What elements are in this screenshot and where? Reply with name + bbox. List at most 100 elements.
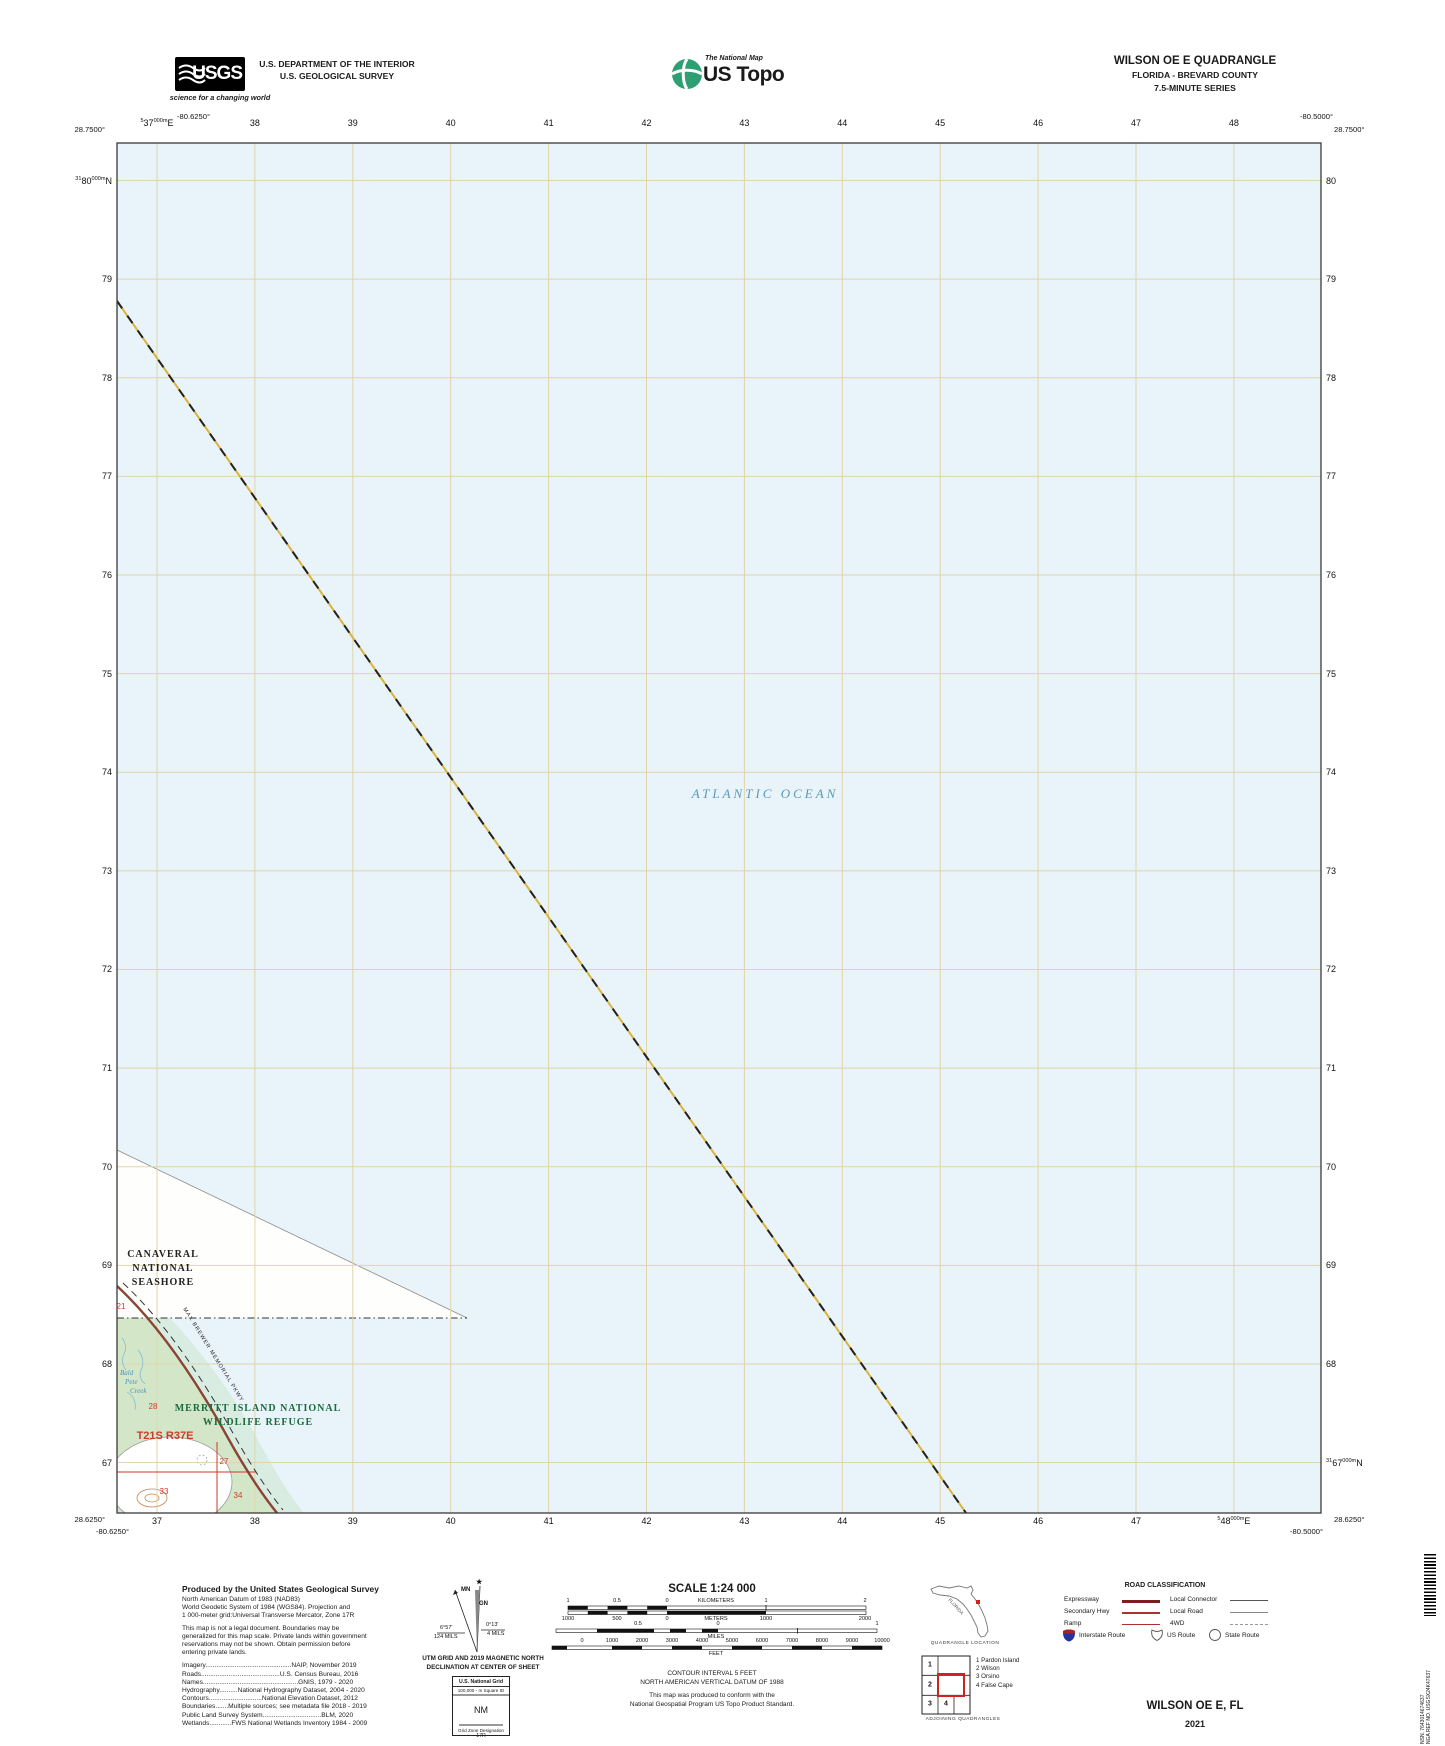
- scale-feet-label: 4000: [695, 1638, 709, 1644]
- scale-meter-label: 1000: [759, 1616, 773, 1622]
- legal-line: This map is not a legal document. Bounda…: [182, 1624, 340, 1632]
- produced-heading: Produced by the United States Geological…: [182, 1584, 379, 1594]
- grid-label-top: 43: [739, 118, 750, 128]
- grid-label-left: 73: [101, 865, 112, 876]
- legal-line: reservations may not be shown. Obtain pe…: [182, 1641, 351, 1649]
- scale-km-label: 1: [764, 1598, 768, 1604]
- department-heading: U.S. DEPARTMENT OF THE INTERIOR U.S. GEO…: [227, 58, 447, 82]
- sheet-year: 2021: [1184, 1719, 1206, 1729]
- corner-coord-ne-lon: -80.5000°: [1300, 112, 1334, 121]
- refuge-label-1: MERRITT ISLAND NATIONAL: [174, 1403, 342, 1414]
- usgs-waves-icon: [178, 64, 206, 84]
- grid-label-right: 78: [1326, 372, 1337, 383]
- usng-square-label: 100,000 - m Square ID: [453, 1687, 509, 1696]
- corner-coord-nw-lat: 28.7500°: [74, 125, 106, 134]
- scale-meter-label: 1000: [561, 1616, 575, 1622]
- grid-label-left: 76: [101, 569, 112, 580]
- grid-label-bottom: 38: [249, 1516, 260, 1526]
- grid-label-left: 78: [101, 372, 112, 383]
- scale-meter-label: 0: [665, 1616, 669, 1622]
- sheet-name: WILSON OE E, FL: [1146, 1700, 1244, 1712]
- scale-bars: 1 0.5 0 KILOMETERS 1 2 1000 500 0 METERS 1000 2000 0…: [550, 1598, 895, 1668]
- scale-meter-label: METERS: [704, 1616, 728, 1622]
- datum-text: North American Datum of 1983 (NAD83) Worl…: [182, 1596, 416, 1621]
- grid-label-right: 68: [1326, 1358, 1337, 1369]
- corner-coord-se-lon: -80.5000°: [1290, 1527, 1324, 1536]
- credit-line: Hydrography..........National Hydrograph…: [182, 1687, 365, 1695]
- adjoining-cell-number: 4: [944, 1700, 948, 1708]
- datum-line: World Geodetic System of 1984 (WGS84). P…: [182, 1604, 351, 1612]
- contour-note: CONTOUR INTERVAL 5 FEET NORTH AMERICAN V…: [640, 1670, 784, 1686]
- grid-label-bottom: 47: [1130, 1516, 1141, 1526]
- roadclass-label: Local Connector: [1170, 1596, 1218, 1603]
- grid-label-left: 68: [101, 1358, 112, 1369]
- usng-divider: [458, 1724, 504, 1726]
- state-route-label: State Route: [1225, 1632, 1260, 1639]
- grid-label-left: 3180000mN: [75, 175, 112, 186]
- adjoining-cell-number: 3: [928, 1700, 932, 1708]
- creek-line: [121, 1337, 127, 1371]
- grid-label-top: 39: [347, 118, 358, 128]
- legal-line: entering private lands.: [182, 1649, 247, 1657]
- corner-coord-sw-lon: -80.6250°: [96, 1527, 130, 1536]
- credit-line: Names...................................…: [182, 1678, 354, 1686]
- roadclass-line-sample: [1230, 1612, 1268, 1613]
- scale-miles-word: MILES: [707, 1634, 725, 1640]
- credit-line: Roads...................................…: [182, 1670, 359, 1678]
- national-map-icon: [671, 58, 703, 90]
- grid-label-left: 77: [101, 471, 112, 482]
- usng-zone-label: Grid Zone Designation: [458, 1728, 504, 1733]
- section-number: 21: [116, 1302, 126, 1311]
- national-map-label: The National Map: [705, 55, 763, 62]
- quad-subtitle: FLORIDA - BREVARD COUNTY: [1131, 70, 1259, 80]
- usng-box: U.S. National Grid 100,000 - m Square ID…: [452, 1676, 510, 1739]
- datum-line: North American Datum of 1983 (NAD83): [182, 1596, 301, 1603]
- scale-mile-label: 0.5: [634, 1621, 642, 1627]
- grid-label-right: 77: [1326, 471, 1337, 482]
- state-route-circle-icon: [1209, 1629, 1221, 1641]
- boundary-diagonal-line: [117, 300, 967, 1513]
- grid-label-right: 69: [1326, 1260, 1337, 1271]
- department-line1: U.S. DEPARTMENT OF THE INTERIOR: [259, 59, 415, 69]
- quad-title: WILSON OE E QUADRANGLE: [1113, 55, 1277, 67]
- scale-mile-label: 1: [875, 1621, 879, 1627]
- grid-label-top: 40: [445, 118, 456, 128]
- scale-feet-label: 9000: [845, 1638, 859, 1644]
- roadclass-label: Secondary Hwy: [1064, 1608, 1110, 1615]
- section-number: 27: [219, 1457, 229, 1466]
- grid-label-right: 74: [1326, 767, 1337, 778]
- grid-label-right: 3167000mN: [1326, 1457, 1363, 1468]
- ocean-label: ATLANTIC OCEAN: [691, 786, 839, 801]
- scale-feet-word: FEET: [708, 1651, 724, 1657]
- grid-label-bottom: 46: [1033, 1516, 1044, 1526]
- creek-line: [126, 1391, 136, 1411]
- grid-label-top: 47: [1130, 118, 1141, 128]
- grid-label-right: 71: [1326, 1063, 1337, 1074]
- road-classification-heading: ROAD CLASSIFICATION: [1124, 1582, 1206, 1589]
- scale-mile-label: 0: [716, 1621, 720, 1627]
- seashore-label-3: SEASHORE: [131, 1277, 195, 1288]
- grid-label-right: 80: [1326, 175, 1337, 186]
- us-route-label: US Route: [1167, 1632, 1196, 1639]
- scale-feet-label: 7000: [785, 1638, 799, 1644]
- roadclass-line-sample: [1230, 1624, 1268, 1625]
- corner-coord-ne-lat: 28.7500°: [1334, 125, 1365, 134]
- adjoining-cell-number: 1: [928, 1661, 932, 1669]
- usng-title: U.S. National Grid: [453, 1677, 509, 1687]
- corner-coord-sw-lat: 28.6250°: [74, 1515, 106, 1524]
- corner-coord-se-lat: 28.6250°: [1334, 1515, 1365, 1524]
- nsn-reference: NSN. 7643014674637 NGA REF NO. USGSX24K4…: [1420, 1670, 1433, 1744]
- us-route-shield-icon: [1151, 1629, 1163, 1642]
- roadclass-line-sample: [1230, 1600, 1268, 1601]
- scale-km-label: 2: [863, 1598, 867, 1604]
- grid-label-left: 75: [101, 668, 112, 679]
- quad-location-dot: [976, 1600, 980, 1604]
- usng-zone-id: 17R: [476, 1733, 486, 1739]
- utm-grid: [117, 143, 1321, 1513]
- adjoining-quad-name: 1 Pardon Island: [976, 1657, 1020, 1664]
- grid-label-top: 46: [1033, 118, 1044, 128]
- scale-feet-label: 1000: [605, 1638, 619, 1644]
- pad-feature: [196, 1454, 208, 1466]
